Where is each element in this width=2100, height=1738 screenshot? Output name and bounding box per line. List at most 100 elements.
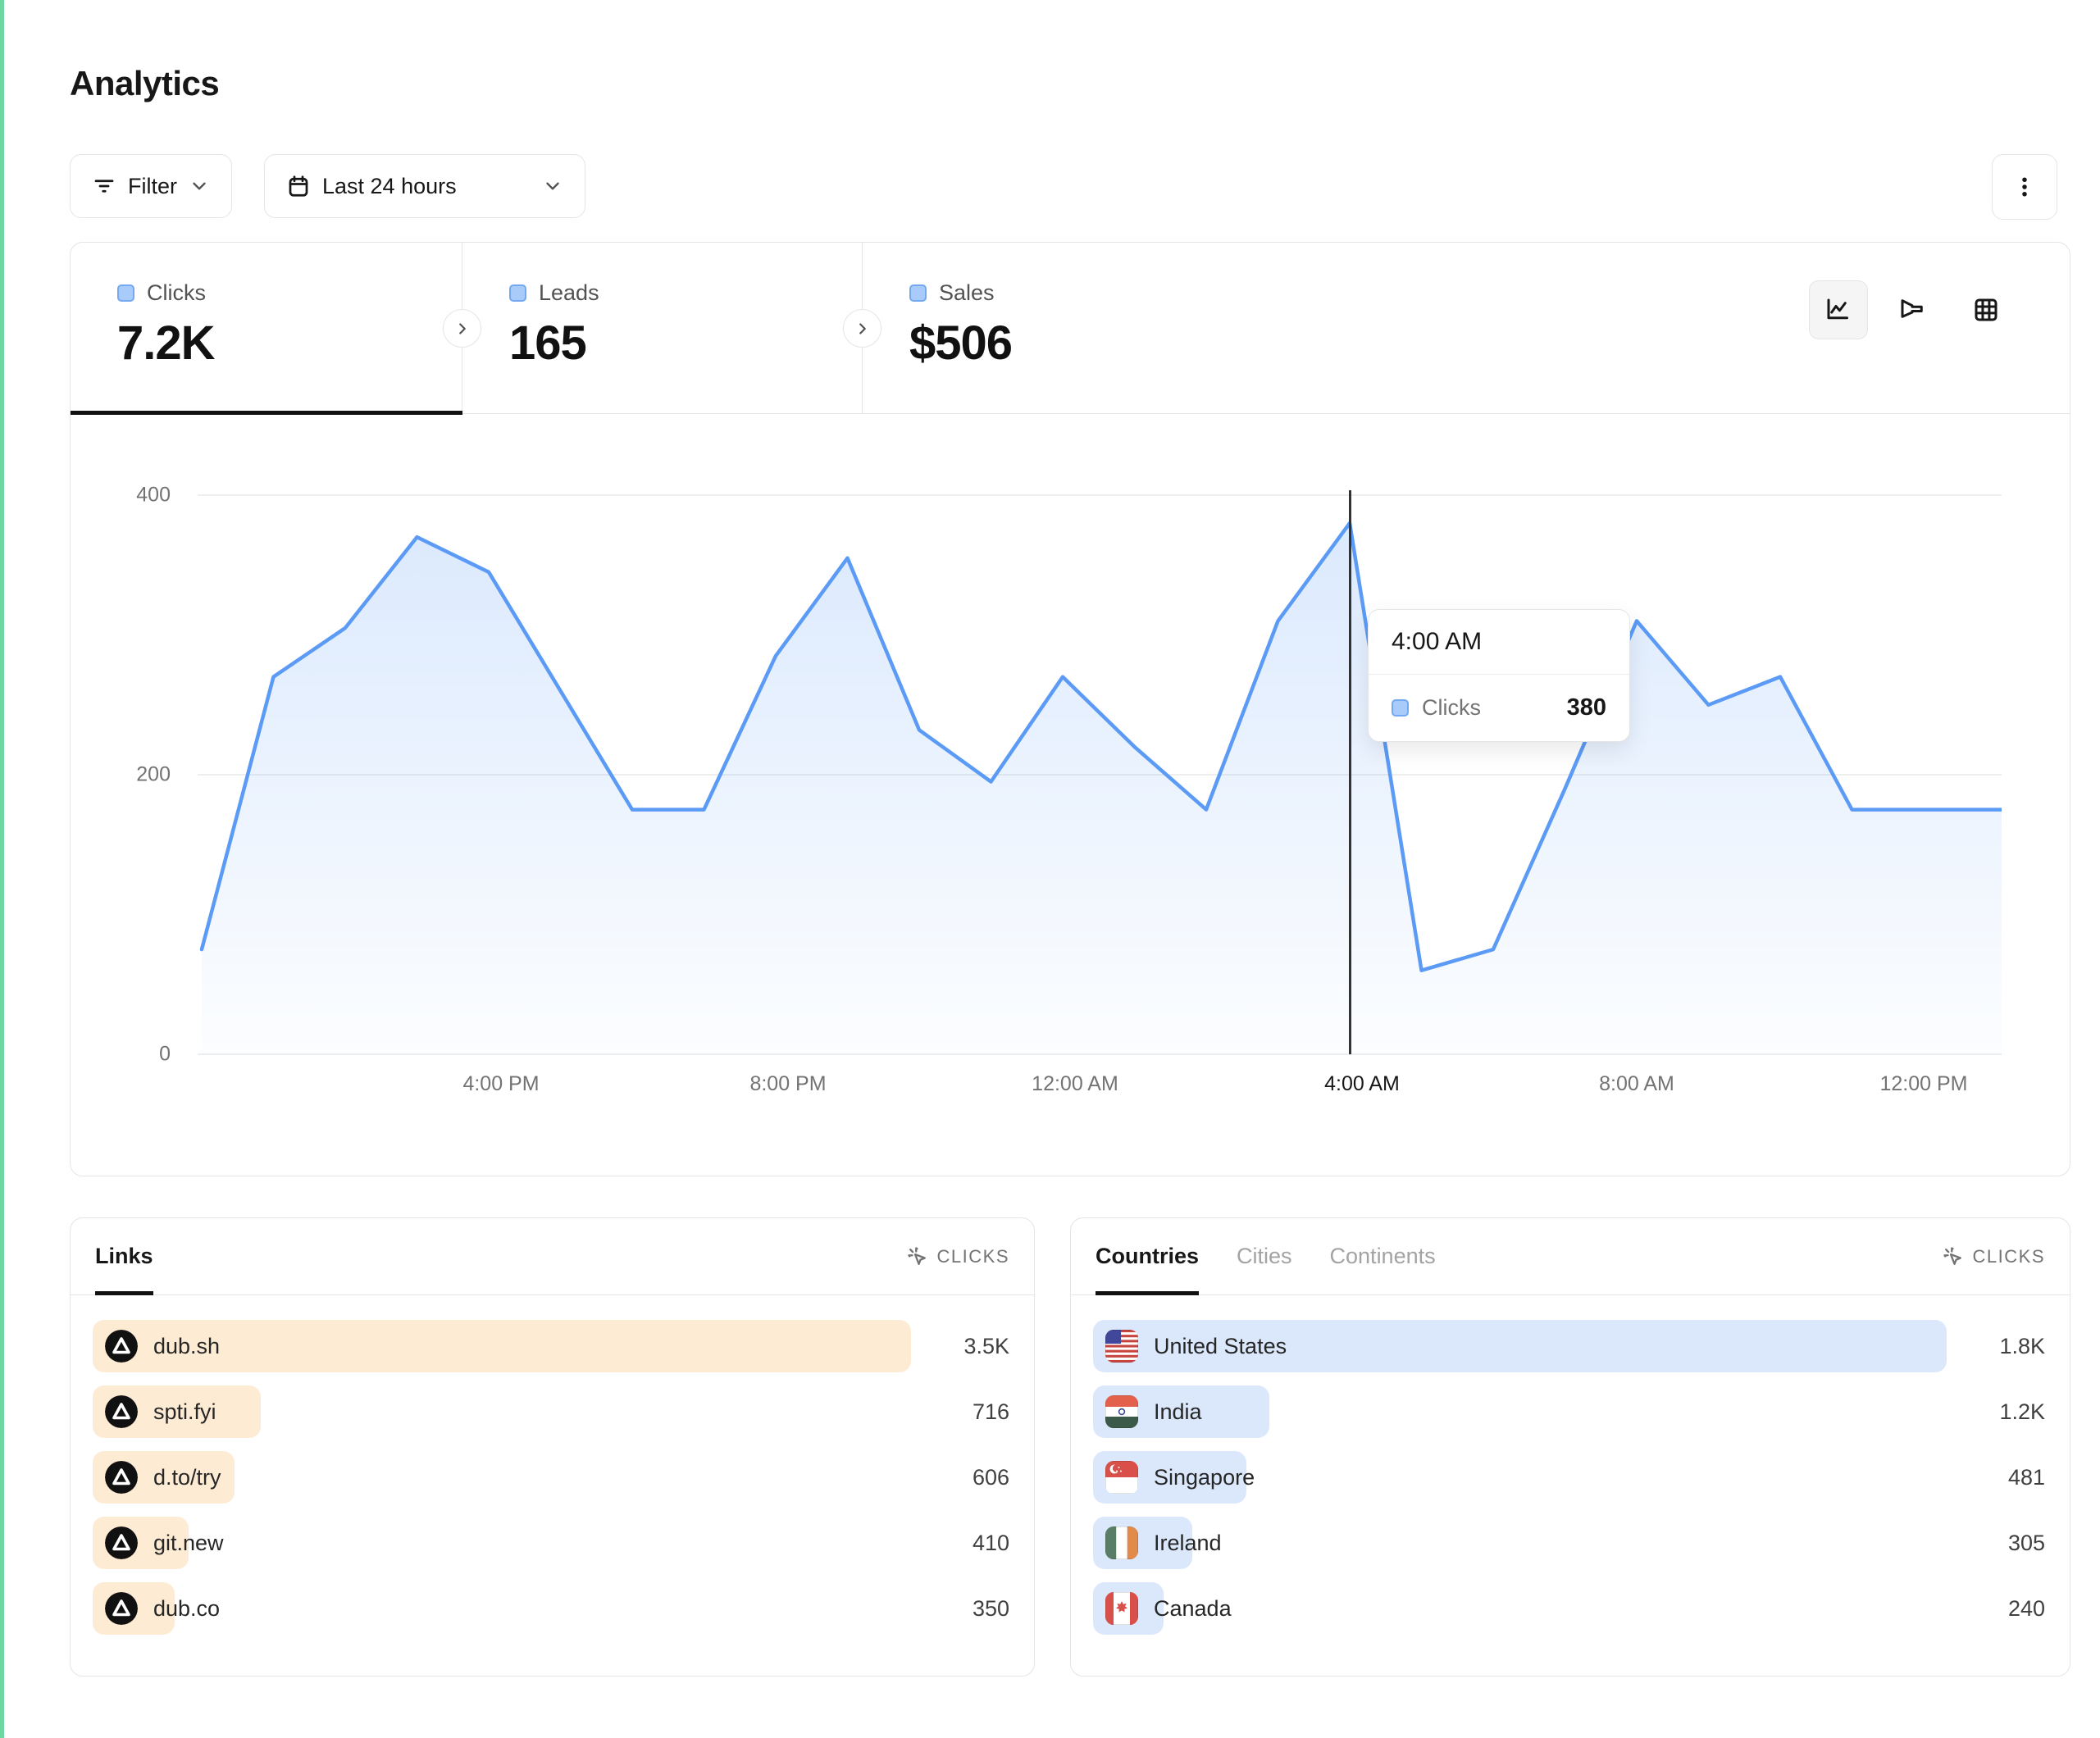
country-bar-area: United States xyxy=(1093,1320,1947,1372)
page-title: Analytics xyxy=(70,64,220,102)
country-row[interactable]: United States 1.8K xyxy=(1093,1320,2045,1372)
links-metric-header[interactable]: CLICKS xyxy=(906,1245,1009,1268)
tooltip-legend-swatch xyxy=(1392,699,1409,717)
leads-tab-label: Leads xyxy=(539,280,599,305)
tab-leads[interactable]: Leads 165 xyxy=(462,243,862,414)
country-label: United States xyxy=(1154,1333,1287,1358)
chart-tooltip: 4:00 AM Clicks 380 xyxy=(1368,609,1630,742)
link-row[interactable]: dub.sh 3.5K xyxy=(93,1320,1009,1372)
chevron-right-icon xyxy=(453,320,471,338)
country-bar-area: Ireland xyxy=(1093,1517,1947,1569)
clicks-area-chart[interactable] xyxy=(198,460,2002,1056)
x-tick-label: 8:00 AM xyxy=(1599,1072,1674,1095)
dub-logo-icon xyxy=(105,1461,138,1494)
filter-button[interactable]: Filter xyxy=(70,154,232,218)
country-label: India xyxy=(1154,1399,1202,1424)
link-bar-area: git.new xyxy=(93,1517,911,1569)
in-flag-icon xyxy=(1105,1395,1138,1428)
tooltip-time: 4:00 AM xyxy=(1369,610,1629,675)
country-bar xyxy=(1093,1320,1947,1372)
links-card-header: Links CLICKS xyxy=(71,1218,1034,1295)
x-tick-label: 8:00 PM xyxy=(749,1072,827,1095)
table-view-toggle[interactable] xyxy=(1957,280,2016,339)
dub-logo-icon xyxy=(105,1526,138,1559)
dub-logo-icon xyxy=(105,1330,138,1363)
tab-cities[interactable]: Cities xyxy=(1237,1244,1292,1268)
hover-crosshair xyxy=(1349,490,1351,1054)
analytics-chart-card: Clicks 7.2K Leads 165 xyxy=(70,242,2070,1176)
country-label: Ireland xyxy=(1154,1530,1222,1555)
line-chart-toggle[interactable] xyxy=(1809,280,1868,339)
ie-flag-icon xyxy=(1105,1526,1138,1559)
funnel-chart-toggle[interactable] xyxy=(1883,280,1942,339)
dub-logo-icon xyxy=(105,1592,138,1625)
ca-flag-icon xyxy=(1105,1592,1138,1625)
line-chart-icon xyxy=(1824,295,1853,325)
link-row[interactable]: d.to/try 606 xyxy=(93,1451,1009,1504)
country-row[interactable]: Ireland 305 xyxy=(1093,1517,2045,1569)
dub-logo-icon xyxy=(105,1395,138,1428)
countries-card-header: Countries Cities Continents CLICKS xyxy=(1071,1218,2070,1295)
link-row[interactable]: dub.co 350 xyxy=(93,1582,1009,1635)
filter-icon xyxy=(92,174,116,198)
tab-sales[interactable]: Sales $506 xyxy=(863,243,1273,414)
chevron-right-icon xyxy=(854,320,872,338)
link-row[interactable]: spti.fyi 716 xyxy=(93,1385,1009,1438)
expand-clicks-button[interactable] xyxy=(443,309,481,348)
tooltip-series-label: Clicks xyxy=(1422,695,1481,720)
country-clicks-value: 240 xyxy=(2007,1595,2045,1621)
country-clicks-value: 481 xyxy=(2007,1464,2045,1490)
chevron-down-icon xyxy=(542,175,563,197)
country-row[interactable]: Canada 240 xyxy=(1093,1582,2045,1635)
chevron-down-icon xyxy=(189,175,210,197)
country-clicks-value: 305 xyxy=(2007,1530,2045,1555)
link-label: git.new xyxy=(153,1530,224,1555)
x-tick-label: 12:00 PM xyxy=(1879,1072,1968,1095)
links-row-list: dub.sh 3.5K spti.fyi 716 d.to/try 606 git.new 4… xyxy=(71,1295,1034,1635)
sales-tab-label: Sales xyxy=(939,280,995,305)
expand-leads-button[interactable] xyxy=(843,309,881,348)
y-tick-label: 0 xyxy=(159,1042,171,1066)
link-label: spti.fyi xyxy=(153,1399,216,1424)
tooltip-value: 380 xyxy=(1566,694,1606,721)
link-bar-area: dub.sh xyxy=(93,1320,911,1372)
funnel-icon xyxy=(1897,295,1927,325)
link-bar xyxy=(93,1320,911,1372)
leads-value: 165 xyxy=(509,316,587,370)
more-options-button[interactable] xyxy=(1992,154,2057,220)
link-row[interactable]: git.new 410 xyxy=(93,1517,1009,1569)
countries-card: Countries Cities Continents CLICKS Unite… xyxy=(1070,1217,2070,1677)
clicks-tab-label: Clicks xyxy=(147,280,206,305)
tab-countries[interactable]: Countries xyxy=(1096,1218,1200,1295)
country-row[interactable]: India 1.2K xyxy=(1093,1385,2045,1438)
countries-metric-header[interactable]: CLICKS xyxy=(1942,1245,2045,1268)
x-tick-label: 4:00 PM xyxy=(462,1072,540,1095)
chart-type-toggles xyxy=(1809,280,2016,339)
date-range-button[interactable]: Last 24 hours xyxy=(264,154,585,218)
active-tab-underline xyxy=(71,411,462,415)
date-range-label: Last 24 hours xyxy=(322,173,457,198)
x-tick-label: 4:00 AM xyxy=(1324,1072,1400,1095)
links-metric-label: CLICKS xyxy=(936,1245,1009,1267)
area-fill xyxy=(202,523,2002,1054)
sales-legend-swatch xyxy=(909,284,927,302)
link-bar-area: dub.co xyxy=(93,1582,911,1635)
calendar-icon xyxy=(286,174,311,198)
country-row[interactable]: Singapore 481 xyxy=(1093,1451,2045,1504)
tab-continents[interactable]: Continents xyxy=(1329,1244,1436,1268)
country-clicks-value: 1.2K xyxy=(1999,1399,2045,1424)
link-bar-area: d.to/try xyxy=(93,1451,911,1504)
country-bar-area: Canada xyxy=(1093,1582,1947,1635)
link-label: dub.sh xyxy=(153,1333,221,1358)
y-tick-label: 200 xyxy=(136,762,171,786)
country-bar-area: India xyxy=(1093,1385,1947,1438)
grid-icon xyxy=(1971,295,2001,325)
tab-clicks[interactable]: Clicks 7.2K xyxy=(71,243,462,414)
kebab-menu-icon xyxy=(2012,175,2037,199)
stats-tab-row: Clicks 7.2K Leads 165 xyxy=(71,243,2070,415)
country-clicks-value: 1.8K xyxy=(1999,1333,2045,1358)
tab-links[interactable]: Links xyxy=(95,1218,153,1295)
x-tick-label: 12:00 AM xyxy=(1032,1072,1118,1095)
clicks-legend-swatch xyxy=(117,284,134,302)
